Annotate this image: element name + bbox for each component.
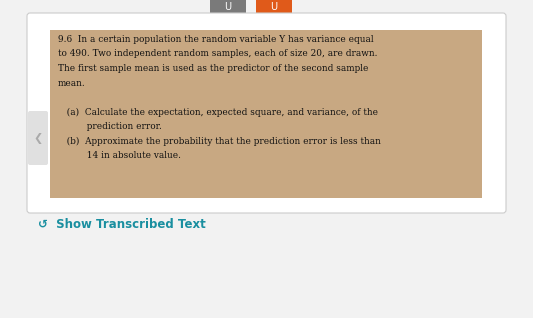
Text: mean.: mean. (58, 79, 86, 87)
Text: prediction error.: prediction error. (58, 122, 162, 131)
Text: U: U (270, 2, 278, 12)
Text: U: U (224, 2, 231, 12)
FancyBboxPatch shape (27, 13, 506, 213)
Text: (b)  Approximate the probability that the prediction error is less than: (b) Approximate the probability that the… (58, 136, 381, 146)
FancyBboxPatch shape (210, 0, 246, 13)
Text: 14 in absolute value.: 14 in absolute value. (58, 151, 181, 160)
FancyBboxPatch shape (256, 0, 292, 13)
Text: ❮: ❮ (33, 133, 43, 143)
Text: ↺  Show Transcribed Text: ↺ Show Transcribed Text (38, 218, 206, 231)
Text: (a)  Calculate the expectation, expected square, and variance, of the: (a) Calculate the expectation, expected … (58, 107, 378, 117)
Text: 9.6  In a certain population the random variable Y has variance equal: 9.6 In a certain population the random v… (58, 35, 374, 44)
Text: to 490. Two independent random samples, each of size 20, are drawn.: to 490. Two independent random samples, … (58, 50, 377, 59)
FancyBboxPatch shape (28, 111, 48, 165)
Text: The first sample mean is used as the predictor of the second sample: The first sample mean is used as the pre… (58, 64, 368, 73)
Bar (50, 30, 482, 198)
